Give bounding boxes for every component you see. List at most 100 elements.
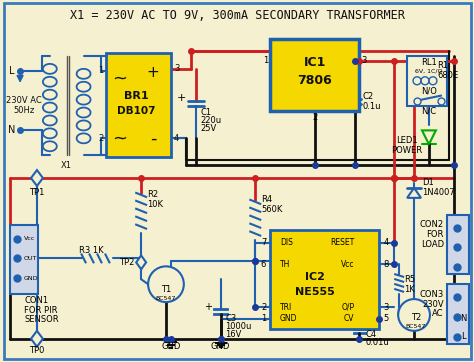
Text: OUT: OUT: [24, 256, 37, 261]
Text: TP1: TP1: [29, 188, 45, 197]
Text: X1 = 230V AC TO 9V, 300mA SECONDARY TRANSFORMER: X1 = 230V AC TO 9V, 300mA SECONDARY TRAN…: [70, 9, 405, 22]
Text: GND: GND: [280, 315, 298, 323]
Text: 1N4007: 1N4007: [422, 188, 455, 197]
Text: 5: 5: [383, 315, 389, 323]
Text: DB107: DB107: [117, 106, 155, 115]
Text: T2: T2: [411, 313, 421, 323]
Polygon shape: [31, 170, 43, 186]
Text: POWER: POWER: [392, 146, 423, 155]
Text: 1: 1: [98, 66, 103, 75]
Text: TRI: TRI: [280, 303, 292, 312]
Text: GND: GND: [24, 276, 38, 281]
Text: 1: 1: [263, 56, 268, 66]
Text: +: +: [146, 65, 159, 80]
Text: N: N: [9, 125, 16, 135]
Text: 25V: 25V: [201, 125, 217, 134]
Text: BC547: BC547: [406, 324, 426, 329]
Text: 0.01u: 0.01u: [365, 338, 389, 347]
Text: 7806: 7806: [298, 74, 332, 87]
Polygon shape: [422, 130, 436, 144]
Text: 4: 4: [383, 238, 389, 247]
Text: Vcc: Vcc: [341, 260, 355, 269]
Text: C4: C4: [365, 330, 376, 339]
Text: R3 1K: R3 1K: [79, 246, 104, 255]
Text: N: N: [461, 315, 467, 323]
Text: 50Hz: 50Hz: [13, 106, 35, 115]
Text: O/P: O/P: [341, 303, 355, 312]
Text: 1000u: 1000u: [226, 322, 252, 331]
Text: AC: AC: [432, 310, 444, 319]
Text: DIS: DIS: [280, 238, 293, 247]
Text: FOR: FOR: [427, 230, 444, 239]
Text: 2: 2: [98, 134, 103, 143]
Text: 6V, 1C/O: 6V, 1C/O: [415, 68, 443, 73]
Text: 560K: 560K: [261, 205, 283, 214]
Bar: [447, 215, 469, 274]
Text: IC1: IC1: [304, 56, 326, 70]
Text: -: -: [150, 129, 156, 147]
Text: 2: 2: [312, 113, 318, 122]
Polygon shape: [407, 188, 421, 198]
Text: ~: ~: [112, 129, 127, 147]
Text: D1: D1: [422, 178, 434, 188]
Text: C1: C1: [201, 108, 212, 117]
Text: LED1: LED1: [396, 136, 418, 145]
Bar: [270, 39, 359, 110]
Text: 230V AC: 230V AC: [6, 96, 42, 105]
Text: GND: GND: [211, 342, 230, 351]
Text: R4: R4: [261, 195, 273, 205]
Text: L: L: [9, 66, 15, 76]
Text: 1K: 1K: [404, 285, 415, 294]
Text: 3: 3: [174, 64, 179, 73]
Text: 2: 2: [261, 303, 266, 312]
Text: NE555: NE555: [295, 287, 335, 297]
Text: TH: TH: [280, 260, 291, 269]
Text: CON3: CON3: [419, 290, 444, 299]
Text: BC547: BC547: [156, 296, 176, 300]
Text: 16V: 16V: [226, 330, 242, 339]
Polygon shape: [31, 331, 43, 347]
Text: 3: 3: [362, 56, 367, 66]
Text: CV: CV: [344, 315, 355, 323]
Text: N/O: N/O: [421, 86, 437, 95]
Text: 4: 4: [174, 134, 179, 143]
Text: 10K: 10K: [147, 200, 163, 209]
Text: 680E: 680E: [437, 71, 458, 80]
Text: L: L: [461, 332, 466, 341]
Bar: [407, 56, 447, 106]
Text: +: +: [176, 93, 186, 103]
Text: 1: 1: [261, 315, 266, 323]
Text: 0.1u: 0.1u: [363, 102, 381, 111]
Text: 230V: 230V: [422, 299, 444, 308]
Text: N/C: N/C: [421, 106, 437, 115]
Text: GND: GND: [161, 342, 181, 351]
Text: RL1: RL1: [421, 58, 437, 67]
Polygon shape: [136, 256, 146, 269]
Text: ~: ~: [112, 70, 127, 88]
Text: 220u: 220u: [201, 117, 222, 126]
Text: FOR PIR: FOR PIR: [24, 306, 57, 315]
Circle shape: [148, 266, 184, 302]
Text: +: +: [204, 302, 211, 312]
Text: R5: R5: [404, 275, 415, 284]
Text: 6: 6: [261, 260, 266, 269]
Bar: [447, 284, 469, 344]
Text: R2: R2: [147, 190, 158, 199]
Text: Vcc: Vcc: [24, 236, 35, 241]
Text: T1: T1: [161, 285, 171, 294]
Bar: [270, 230, 379, 329]
Text: X1: X1: [61, 161, 72, 170]
Text: CON1: CON1: [24, 296, 48, 304]
Text: RESET: RESET: [330, 238, 355, 247]
Text: TP0: TP0: [29, 346, 45, 355]
Text: 8: 8: [383, 260, 389, 269]
Bar: [107, 53, 171, 157]
Text: C3: C3: [226, 314, 237, 323]
Text: IC2: IC2: [305, 272, 325, 282]
Circle shape: [398, 299, 430, 331]
Bar: [10, 225, 38, 294]
Text: BR1: BR1: [124, 90, 148, 101]
Text: TP2: TP2: [118, 258, 134, 267]
Text: C2: C2: [363, 92, 374, 101]
Text: 3: 3: [383, 303, 389, 312]
